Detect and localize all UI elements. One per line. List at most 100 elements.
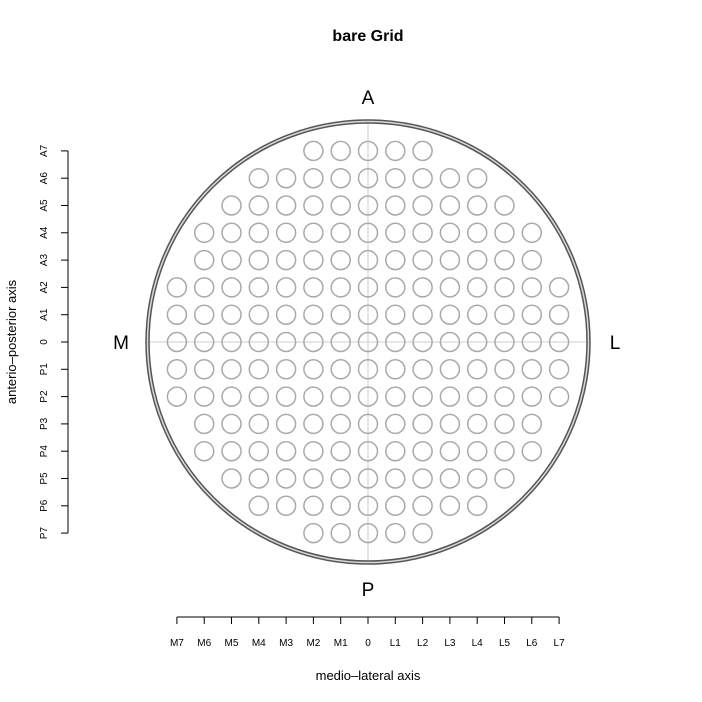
grid-hole [468, 251, 487, 270]
x-tick-label: M5 [225, 638, 239, 649]
y-tick-label: 0 [39, 339, 50, 345]
grid-hole [495, 278, 514, 297]
grid-hole [195, 251, 214, 270]
grid-hole [304, 469, 323, 488]
grid-hole [277, 496, 296, 515]
grid-hole [249, 251, 268, 270]
grid-hole [495, 387, 514, 406]
y-tick-label: P6 [39, 499, 50, 512]
x-axis: M7 M6 M5 M4 M3 M2 M1 0 L1 L2 L3 L4 L5 L6 L7 [170, 617, 565, 649]
grid-hole [413, 387, 432, 406]
grid-hole [440, 305, 459, 324]
grid-hole [522, 442, 541, 461]
x-tick-label: M3 [279, 638, 293, 649]
grid-hole [304, 196, 323, 215]
grid-hole [304, 305, 323, 324]
grid-hole [413, 223, 432, 242]
grid-hole [331, 496, 350, 515]
grid-hole [331, 251, 350, 270]
y-tick-label: P5 [39, 472, 50, 485]
grid-hole [304, 278, 323, 297]
grid-hole [331, 196, 350, 215]
x-tick-label: M2 [306, 638, 320, 649]
grid-hole [550, 305, 569, 324]
y-tick-label: A3 [39, 254, 50, 267]
grid-hole [167, 305, 186, 324]
grid-hole [440, 496, 459, 515]
grid-hole [222, 442, 241, 461]
grid-hole [413, 414, 432, 433]
grid-hole [522, 251, 541, 270]
grid-hole [222, 414, 241, 433]
label-anterior: A [362, 88, 375, 109]
grid-hole [304, 360, 323, 379]
grid-hole [222, 278, 241, 297]
grid-hole [386, 141, 405, 160]
grid-hole [495, 305, 514, 324]
y-axis-title: anterio–posterior axis [4, 279, 19, 404]
grid-hole [304, 442, 323, 461]
x-tick-label: L3 [444, 638, 456, 649]
y-tick-label: A2 [39, 281, 50, 294]
grid-hole [331, 524, 350, 543]
grid-hole [468, 360, 487, 379]
grid-hole [440, 196, 459, 215]
grid-hole [468, 387, 487, 406]
grid-hole [249, 305, 268, 324]
y-tick-label: A1 [39, 308, 50, 321]
grid-hole [249, 223, 268, 242]
grid-hole [195, 223, 214, 242]
grid-hole [386, 442, 405, 461]
grid-hole [413, 278, 432, 297]
x-tick-label: L4 [472, 638, 484, 649]
grid-hole [195, 387, 214, 406]
grid-hole [331, 414, 350, 433]
grid-hole [468, 278, 487, 297]
grid-hole [249, 360, 268, 379]
grid-hole [249, 169, 268, 188]
grid-hole [440, 469, 459, 488]
grid-hole [249, 196, 268, 215]
grid-hole [222, 469, 241, 488]
grid-hole [277, 169, 296, 188]
grid-hole [386, 469, 405, 488]
grid-hole [468, 442, 487, 461]
grid-hole [277, 469, 296, 488]
grid-hole [222, 251, 241, 270]
grid-hole [440, 223, 459, 242]
grid-hole [386, 223, 405, 242]
x-tick-label: 0 [365, 638, 371, 649]
grid-hole [413, 169, 432, 188]
grid-hole [522, 360, 541, 379]
grid-hole [495, 414, 514, 433]
chart-title: bare Grid [332, 28, 403, 45]
grid-hole [495, 442, 514, 461]
grid-hole [413, 251, 432, 270]
grid-hole [304, 387, 323, 406]
grid-hole [440, 442, 459, 461]
grid-hole [249, 278, 268, 297]
y-tick-label: P2 [39, 390, 50, 403]
grid-hole [413, 442, 432, 461]
y-tick-label: A6 [39, 172, 50, 185]
grid-hole [386, 251, 405, 270]
grid-hole [386, 196, 405, 215]
grid-hole [304, 496, 323, 515]
grid-hole [468, 496, 487, 515]
grid-hole [440, 414, 459, 433]
grid-hole [522, 305, 541, 324]
grid-hole [522, 414, 541, 433]
grid-hole [550, 360, 569, 379]
grid-hole [440, 387, 459, 406]
grid-hole [277, 305, 296, 324]
y-tick-label: P3 [39, 417, 50, 430]
x-tick-label: M7 [170, 638, 184, 649]
grid-hole [195, 414, 214, 433]
x-tick-label: M6 [197, 638, 211, 649]
grid-hole [413, 305, 432, 324]
x-tick-label: L6 [526, 638, 538, 649]
grid-hole [495, 251, 514, 270]
grid-hole [386, 305, 405, 324]
grid-hole [304, 414, 323, 433]
grid-hole [468, 469, 487, 488]
